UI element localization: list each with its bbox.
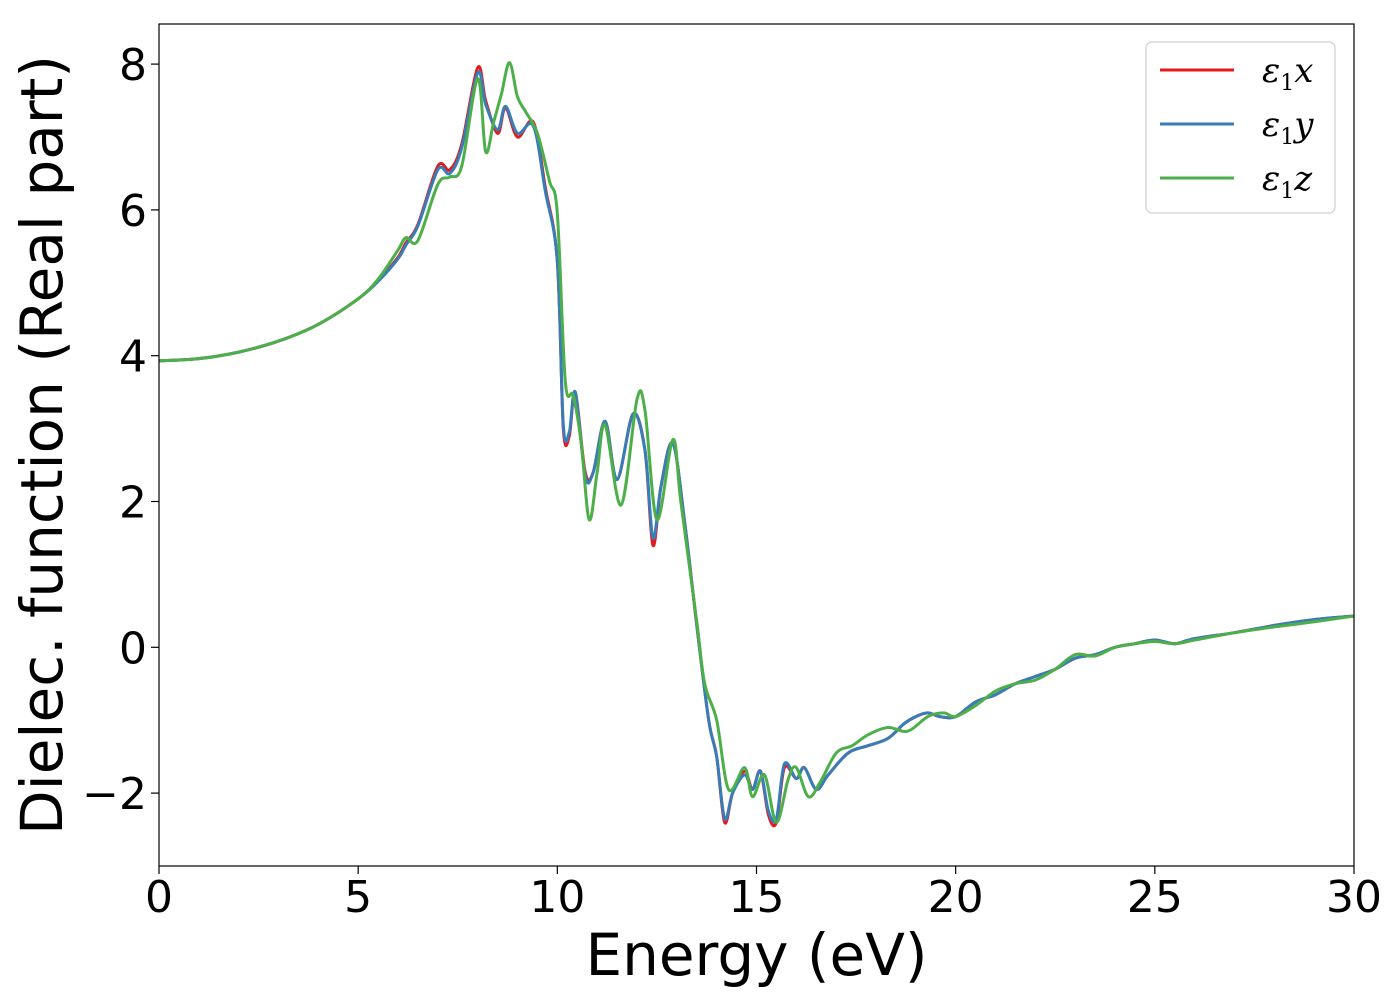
x-tick-label: 25 [1127, 872, 1183, 923]
legend-box [1145, 41, 1336, 214]
y-tick-label: 2 [119, 477, 147, 528]
x-tick-label: 0 [145, 872, 173, 923]
legend-label-x: ε1x [1262, 51, 1313, 96]
y-tick-label: 0 [119, 623, 147, 674]
x-tick-label: 20 [928, 872, 984, 923]
x-tick-label: 5 [344, 872, 372, 923]
series-line-y [159, 70, 1354, 824]
x-tick-label: 15 [729, 872, 785, 923]
x-tick-label: 10 [529, 872, 585, 923]
x-tick-label: 30 [1326, 872, 1382, 923]
y-tick-label: 6 [119, 186, 147, 237]
series-layer [159, 61, 1354, 828]
x-axis: 0 5 10 15 20 25 30 [145, 866, 1382, 923]
x-axis-title: Energy (eV) [585, 921, 927, 989]
y-tick-label: −2 [82, 769, 147, 820]
legend-label-y: ε1y [1262, 105, 1314, 150]
y-axis-title: Dielec. function (Real part) [8, 55, 76, 835]
series-line-z [159, 61, 1354, 824]
y-tick-label: 8 [119, 40, 147, 91]
legend: ε1x ε1y ε1z [1145, 41, 1336, 214]
legend-label-z: ε1z [1262, 159, 1313, 204]
y-axis: −2 0 2 4 6 8 [82, 40, 159, 820]
y-tick-label: 4 [119, 332, 147, 383]
